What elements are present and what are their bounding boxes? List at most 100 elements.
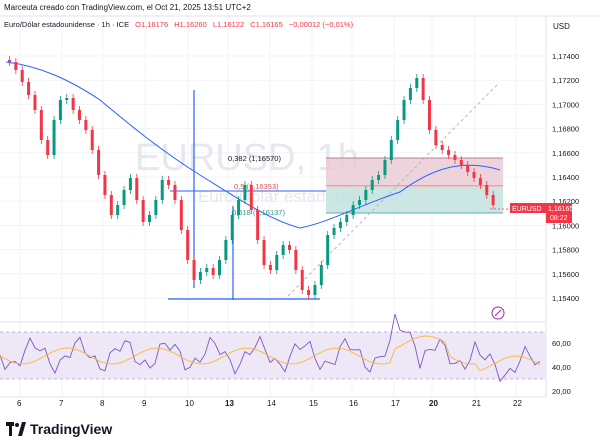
candle-body xyxy=(167,180,171,185)
candle-body xyxy=(71,98,75,110)
price-axis-label: 1,16200 xyxy=(552,197,579,206)
candle-body xyxy=(237,200,241,215)
candle-body xyxy=(383,160,387,175)
time-axis-label: 9 xyxy=(142,399,147,408)
candle-body xyxy=(351,205,355,215)
legend-change: −0,00012 (−0,01%) xyxy=(288,20,354,29)
rsi-line xyxy=(0,313,541,383)
candle-body xyxy=(275,255,279,270)
trendline-dashed[interactable] xyxy=(287,83,499,297)
candle-body xyxy=(97,150,101,175)
candle-body xyxy=(224,240,228,260)
candle-body xyxy=(192,260,196,280)
price-axis-label: 1,15600 xyxy=(552,270,579,279)
candle-body xyxy=(440,145,444,150)
candle-body xyxy=(141,200,145,222)
time-axis-label: 20 xyxy=(429,399,438,408)
candle-body xyxy=(84,120,88,130)
candle-body xyxy=(281,245,285,255)
legend-symbol[interactable]: Euro/Dólar estadounidense · 1h · ICE xyxy=(4,20,130,29)
candle-body xyxy=(434,130,438,145)
price-axis-label: 1,16800 xyxy=(552,125,579,134)
footer-brand: TradingView xyxy=(6,421,112,437)
candle-body xyxy=(173,185,177,200)
time-axis-label: 15 xyxy=(309,399,318,408)
legend: Euro/Dólar estadounidense · 1h · ICE O1,… xyxy=(4,20,353,29)
candle-body xyxy=(27,82,31,95)
brand-name: TradingView xyxy=(30,421,113,437)
rsi-axis-label: 40,00 xyxy=(552,363,571,372)
tradingview-logo-icon xyxy=(6,422,26,436)
candle-body xyxy=(326,235,330,265)
price-axis-label: 1,16400 xyxy=(552,173,579,182)
candle-body xyxy=(396,120,400,140)
time-axis-label: 7 xyxy=(59,399,64,408)
rsi-ma-line xyxy=(0,335,541,372)
time-axis-label: 6 xyxy=(17,399,22,408)
price-tag: EURUSD 1,16165 08:22 xyxy=(510,203,573,223)
time-axis-label: 13 xyxy=(225,399,234,408)
candle-body xyxy=(20,70,24,82)
candle-body xyxy=(65,98,69,100)
candle-body xyxy=(8,60,11,62)
candle-body xyxy=(78,110,81,120)
candle-body xyxy=(256,210,260,240)
candle-body xyxy=(90,130,94,150)
time-axis-label: 8 xyxy=(100,399,105,408)
time-axis-label: 14 xyxy=(267,399,276,408)
price-axis-label: 1,15800 xyxy=(552,246,579,255)
candle-body xyxy=(472,172,476,178)
candle-body xyxy=(485,185,489,195)
candle-body xyxy=(313,285,317,295)
currency-label: USD xyxy=(553,22,570,31)
alert-icon[interactable] xyxy=(491,306,505,320)
candle-body xyxy=(421,78,425,100)
legend-close: C1,16165 xyxy=(250,20,283,29)
candle-body xyxy=(262,240,266,265)
candle-body xyxy=(135,178,139,200)
candle-body xyxy=(453,155,457,160)
time-axis-label: 16 xyxy=(349,399,358,408)
candle-body xyxy=(249,185,253,210)
candle-body xyxy=(186,230,190,260)
candle-body xyxy=(52,120,56,155)
price-axis-label: 1,17200 xyxy=(552,76,579,85)
candle-body xyxy=(230,215,234,240)
candle-body xyxy=(364,190,368,200)
candle-body xyxy=(358,200,361,205)
price-axis-label: 1,16000 xyxy=(552,221,579,230)
time-axis-label: 22 xyxy=(513,399,522,408)
candle-body xyxy=(332,228,336,235)
candle-body xyxy=(148,215,151,222)
candle-body xyxy=(211,268,215,275)
candle-body xyxy=(288,245,291,250)
candle-body xyxy=(109,195,113,215)
candle-body xyxy=(478,178,482,185)
rsi-axis-label: 60,00 xyxy=(552,339,571,348)
candle-body xyxy=(345,215,349,222)
caption: Marceuta creado con TradingView.com, el … xyxy=(4,3,251,12)
candle-body xyxy=(103,175,107,195)
candle-body xyxy=(14,62,18,70)
candle-body xyxy=(154,200,158,215)
fib-label-382: 0,382 (1,16570) xyxy=(228,154,281,163)
price-axis-label: 1,16600 xyxy=(552,149,579,158)
candle-body xyxy=(370,180,374,190)
candle-body xyxy=(33,95,37,110)
candle-body xyxy=(377,175,381,180)
candle-body xyxy=(198,272,202,280)
ma-line xyxy=(5,61,501,229)
candle-body xyxy=(338,222,342,228)
candle-body xyxy=(491,195,495,205)
candle-body xyxy=(300,270,304,290)
legend-low: L1,16122 xyxy=(212,20,245,29)
candle-body xyxy=(128,178,132,190)
candle-body xyxy=(39,110,43,140)
price-tag-symbol: EURUSD xyxy=(512,206,542,213)
candle-body xyxy=(389,140,393,160)
price-tag-countdown: 08:22 xyxy=(550,215,568,222)
rsi-band xyxy=(0,332,546,379)
price-axis-label: 1,15400 xyxy=(552,294,579,303)
candle-body xyxy=(428,100,431,130)
